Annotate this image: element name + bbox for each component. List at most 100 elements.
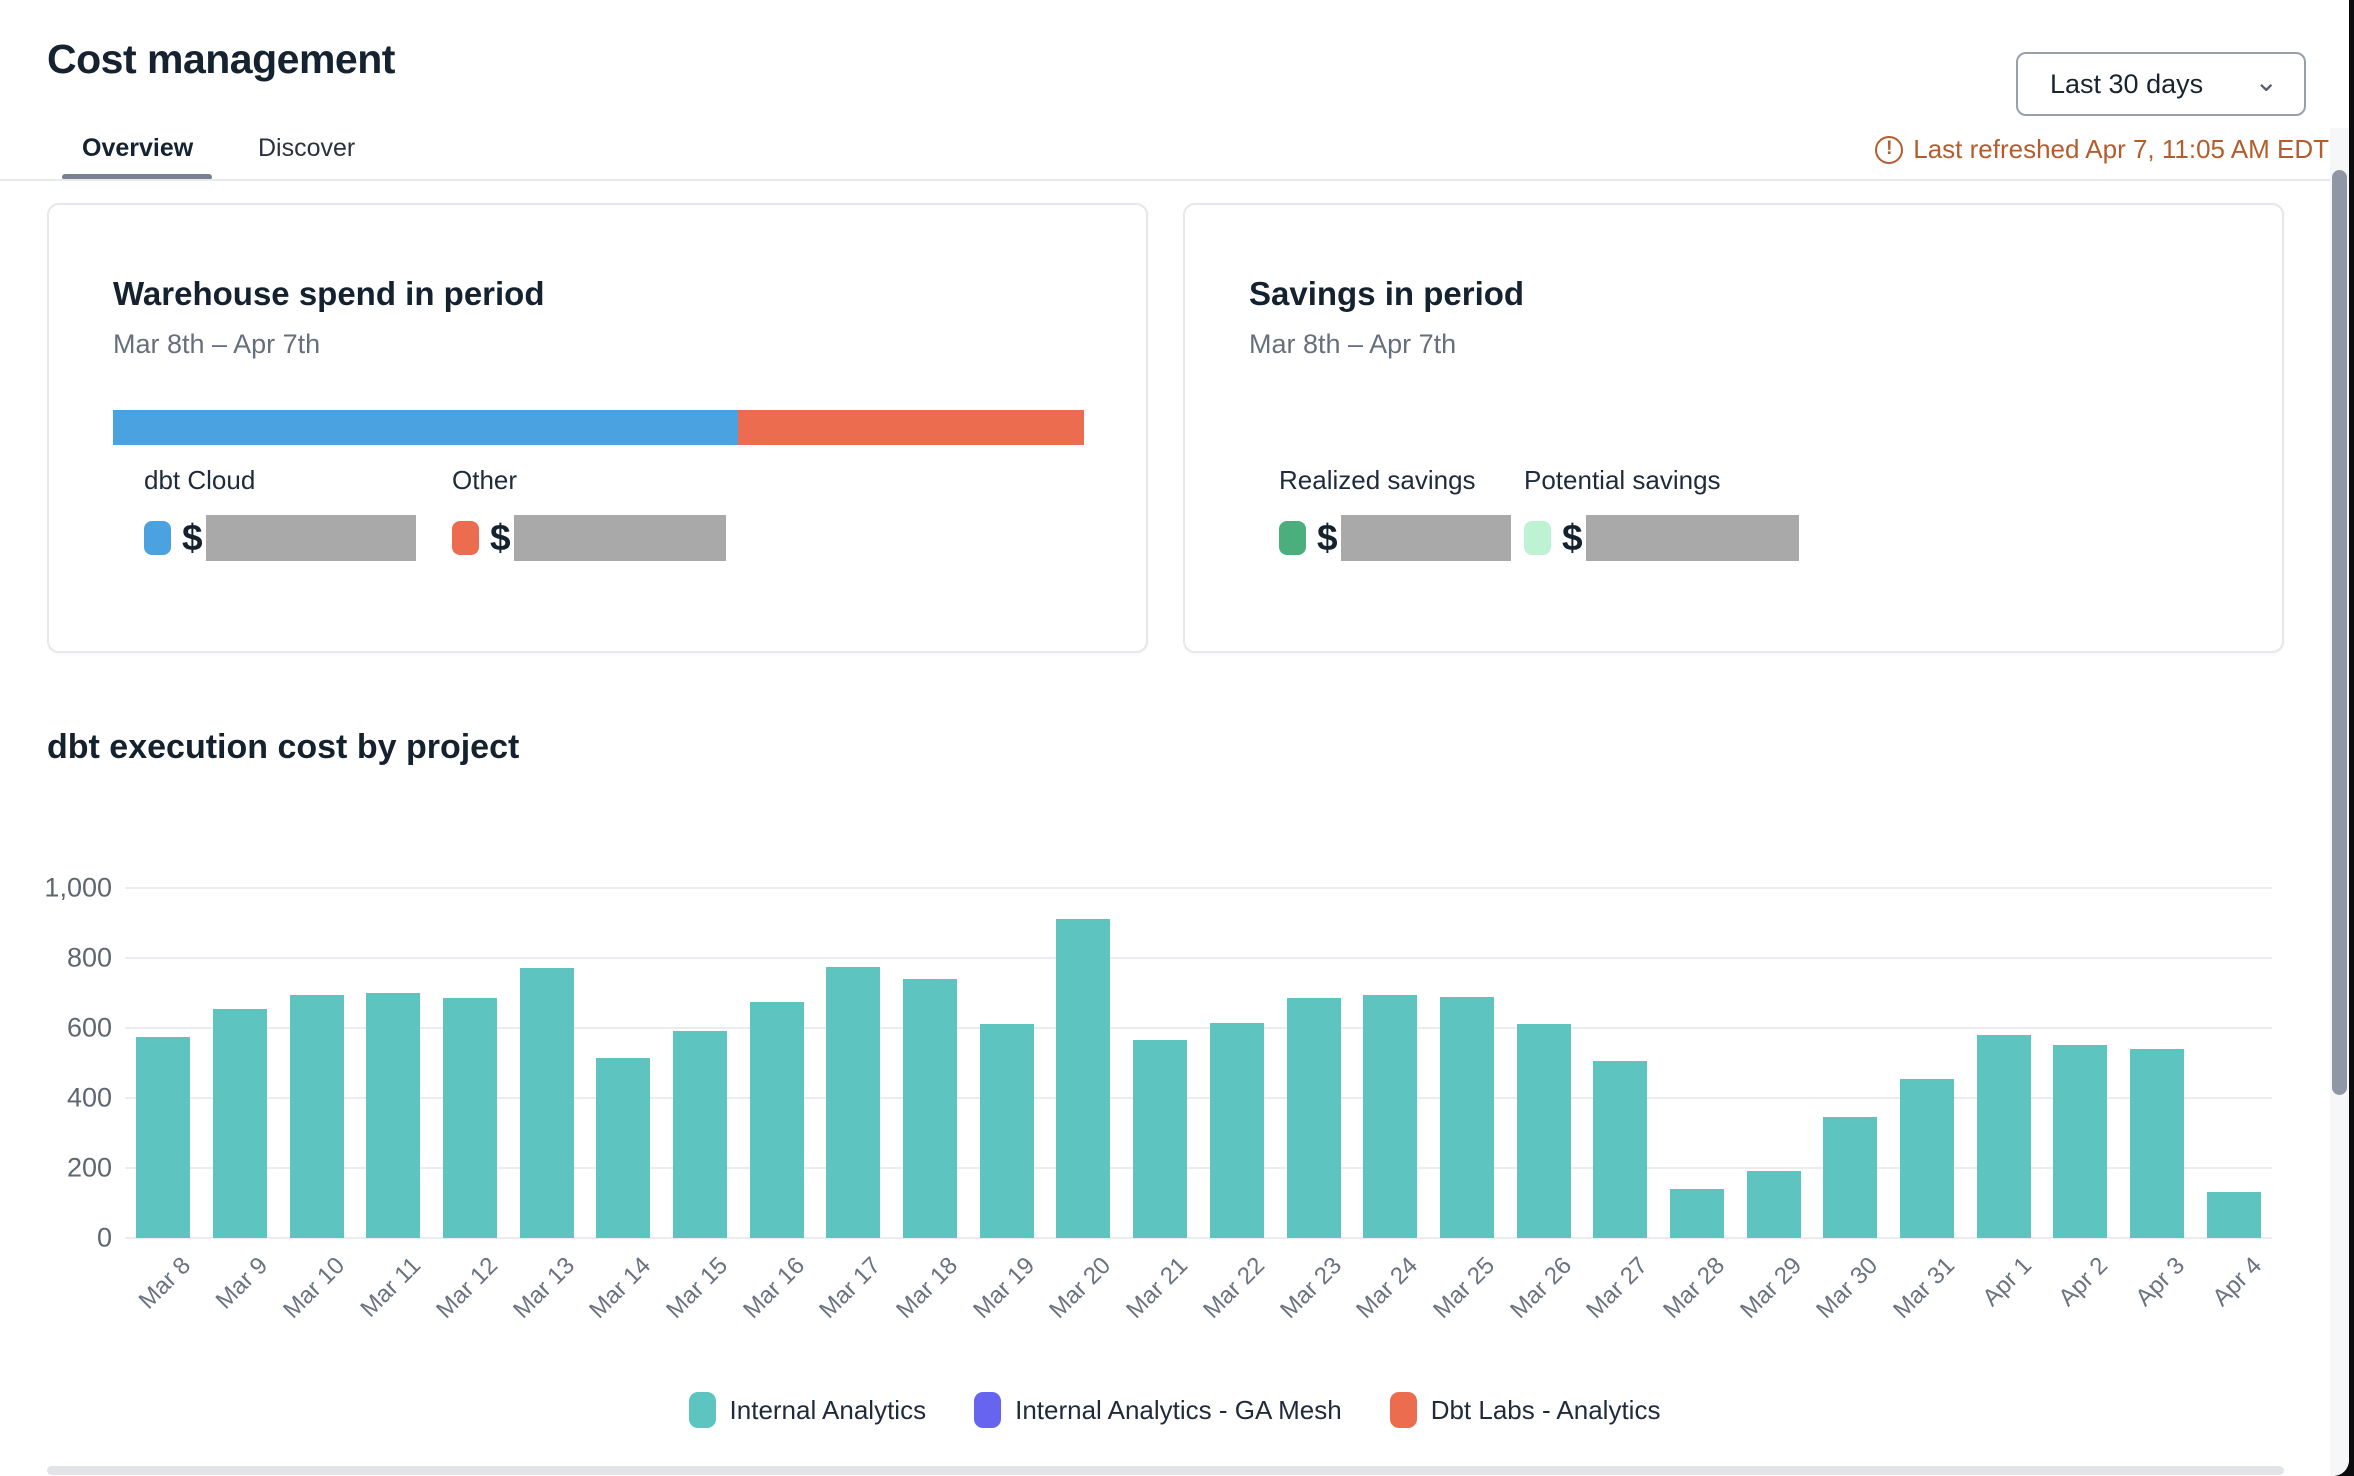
chart-title: dbt execution cost by project: [47, 728, 520, 766]
tab-discover[interactable]: Discover: [258, 134, 356, 162]
bar-mar-23[interactable]: [1287, 998, 1341, 1238]
redacted-value: [1340, 515, 1511, 561]
bar-mar-10[interactable]: [290, 995, 344, 1238]
bar-mar-20[interactable]: [1056, 919, 1110, 1238]
x-axis-tick-label: Mar 16: [738, 1252, 811, 1324]
card-title: Savings in period: [1249, 275, 1525, 312]
bar-mar-19[interactable]: [980, 1024, 1034, 1238]
x-axis-tick-label: Mar 19: [968, 1252, 1041, 1324]
tab-overview[interactable]: Overview: [82, 134, 194, 162]
bar-mar-31[interactable]: [1900, 1079, 1954, 1238]
y-axis-tick-label: 400: [66, 1082, 112, 1113]
legend-label: Internal Analytics: [729, 1394, 927, 1425]
x-axis-tick-label: Mar 26: [1505, 1252, 1578, 1324]
spend-segment-other[interactable]: [738, 410, 1084, 445]
bar-apr-1[interactable]: [1977, 1035, 2031, 1238]
x-axis-tick-label: Mar 10: [278, 1252, 351, 1324]
gridline-y-200: [125, 1167, 2272, 1169]
x-axis-tick-label: Mar 31: [1888, 1252, 1961, 1324]
currency-symbol: $: [490, 517, 511, 558]
potential-savings-swatch: [1524, 521, 1551, 555]
bar-mar-17[interactable]: [826, 967, 880, 1238]
warning-icon: !: [1875, 135, 1904, 164]
legend-swatch: [974, 1392, 1002, 1428]
x-axis-tick-label: Mar 18: [891, 1252, 964, 1324]
currency-symbol: $: [1317, 517, 1338, 558]
bar-mar-22[interactable]: [1210, 1023, 1264, 1238]
legend-item-internal-analytics[interactable]: Internal Analytics: [688, 1392, 927, 1428]
spend-stacked-bar[interactable]: [113, 410, 1084, 445]
redacted-value: [1585, 515, 1799, 561]
bar-mar-13[interactable]: [520, 968, 574, 1238]
last-refreshed-text: Last refreshed Apr 7, 11:05 AM EDT: [1913, 134, 2329, 164]
x-axis-tick-label: Mar 21: [1121, 1252, 1194, 1324]
header-divider: [0, 179, 2349, 181]
legend-swatch: [1389, 1392, 1417, 1428]
y-axis-tick-label: 1,000: [44, 872, 112, 903]
bar-mar-9[interactable]: [213, 1009, 267, 1238]
x-axis-tick-label: Apr 3: [2130, 1252, 2191, 1312]
bar-mar-26[interactable]: [1517, 1024, 1571, 1238]
bar-mar-15[interactable]: [673, 1031, 727, 1238]
x-axis-tick-label: Mar 25: [1428, 1252, 1501, 1324]
date-range-dropdown[interactable]: Last 30 days ⌄: [2016, 52, 2306, 116]
bar-mar-27[interactable]: [1593, 1061, 1647, 1238]
bar-mar-29[interactable]: [1747, 1171, 1801, 1238]
warehouse-spend-card: Warehouse spend in period Mar 8th – Apr …: [47, 203, 1148, 653]
legend-value-realized-savings: $: [1279, 515, 1511, 561]
legend-item-dbt-labs-analytics[interactable]: Dbt Labs - Analytics: [1389, 1392, 1661, 1428]
bar-mar-21[interactable]: [1133, 1040, 1187, 1238]
card-date-range: Mar 8th – Apr 7th: [113, 329, 321, 359]
x-axis-tick-label: Mar 29: [1735, 1252, 1808, 1324]
bar-mar-30[interactable]: [1823, 1117, 1877, 1238]
x-axis-tick-label: Mar 30: [1811, 1252, 1884, 1324]
last-refreshed-note: ! Last refreshed Apr 7, 11:05 AM EDT: [1875, 134, 2329, 165]
bar-mar-16[interactable]: [750, 1002, 804, 1238]
legend-swatch: [688, 1392, 716, 1428]
page-title: Cost management: [47, 36, 395, 82]
x-axis-tick-label: Mar 15: [661, 1252, 734, 1324]
x-axis-tick-label: Apr 2: [2053, 1252, 2114, 1312]
legend-label-realized-savings: Realized savings: [1279, 465, 1476, 495]
bar-mar-12[interactable]: [443, 998, 497, 1238]
x-axis-tick-label: Apr 1: [1977, 1252, 2038, 1312]
legend-value-potential-savings: $: [1524, 515, 1799, 561]
x-axis-tick-label: Mar 12: [431, 1252, 504, 1324]
bar-mar-18[interactable]: [903, 979, 957, 1238]
x-axis-tick-label: Mar 13: [508, 1252, 581, 1324]
bar-mar-8[interactable]: [136, 1037, 190, 1238]
bar-mar-14[interactable]: [596, 1058, 650, 1238]
legend-label-other: Other: [452, 465, 518, 495]
bar-apr-2[interactable]: [2053, 1045, 2107, 1238]
x-axis-tick-label: Mar 23: [1275, 1252, 1348, 1324]
legend-value-dbt-cloud: $: [144, 515, 416, 561]
y-axis-tick-label: 600: [66, 1012, 112, 1043]
chevron-down-icon: ⌄: [2254, 65, 2278, 97]
currency-symbol: $: [182, 517, 203, 558]
savings-card: Savings in period Mar 8th – Apr 7th Real…: [1183, 203, 2284, 653]
gridline-y-400: [125, 1097, 2272, 1099]
x-axis-tick-label: Mar 14: [584, 1252, 657, 1324]
horizontal-scrollbar[interactable]: [47, 1466, 2284, 1475]
x-axis-tick-label: Mar 27: [1581, 1252, 1654, 1324]
y-axis-tick-label: 200: [66, 1152, 112, 1183]
currency-symbol: $: [1562, 517, 1583, 558]
bar-mar-11[interactable]: [366, 993, 420, 1238]
x-axis-tick-label: Mar 24: [1351, 1252, 1424, 1324]
bar-apr-4[interactable]: [2207, 1192, 2261, 1238]
bar-apr-3[interactable]: [2130, 1049, 2184, 1238]
x-axis-tick-label: Mar 8: [133, 1252, 197, 1315]
bar-mar-25[interactable]: [1440, 997, 1494, 1238]
x-axis-tick-label: Mar 22: [1198, 1252, 1271, 1324]
bar-mar-24[interactable]: [1363, 995, 1417, 1238]
legend-item-internal-analytics-ga-mesh[interactable]: Internal Analytics - GA Mesh: [974, 1392, 1342, 1428]
gridline-y-800: [125, 957, 2272, 959]
card-title: Warehouse spend in period: [113, 275, 545, 312]
vertical-scrollbar-thumb[interactable]: [2332, 170, 2347, 1095]
y-axis-tick-label: 800: [66, 942, 112, 973]
legend-label: Dbt Labs - Analytics: [1430, 1394, 1661, 1425]
bar-mar-28[interactable]: [1670, 1189, 1724, 1238]
spend-segment-dbt-cloud[interactable]: [113, 410, 739, 445]
redacted-value: [513, 515, 726, 561]
x-axis-tick-label: Mar 11: [355, 1252, 427, 1323]
